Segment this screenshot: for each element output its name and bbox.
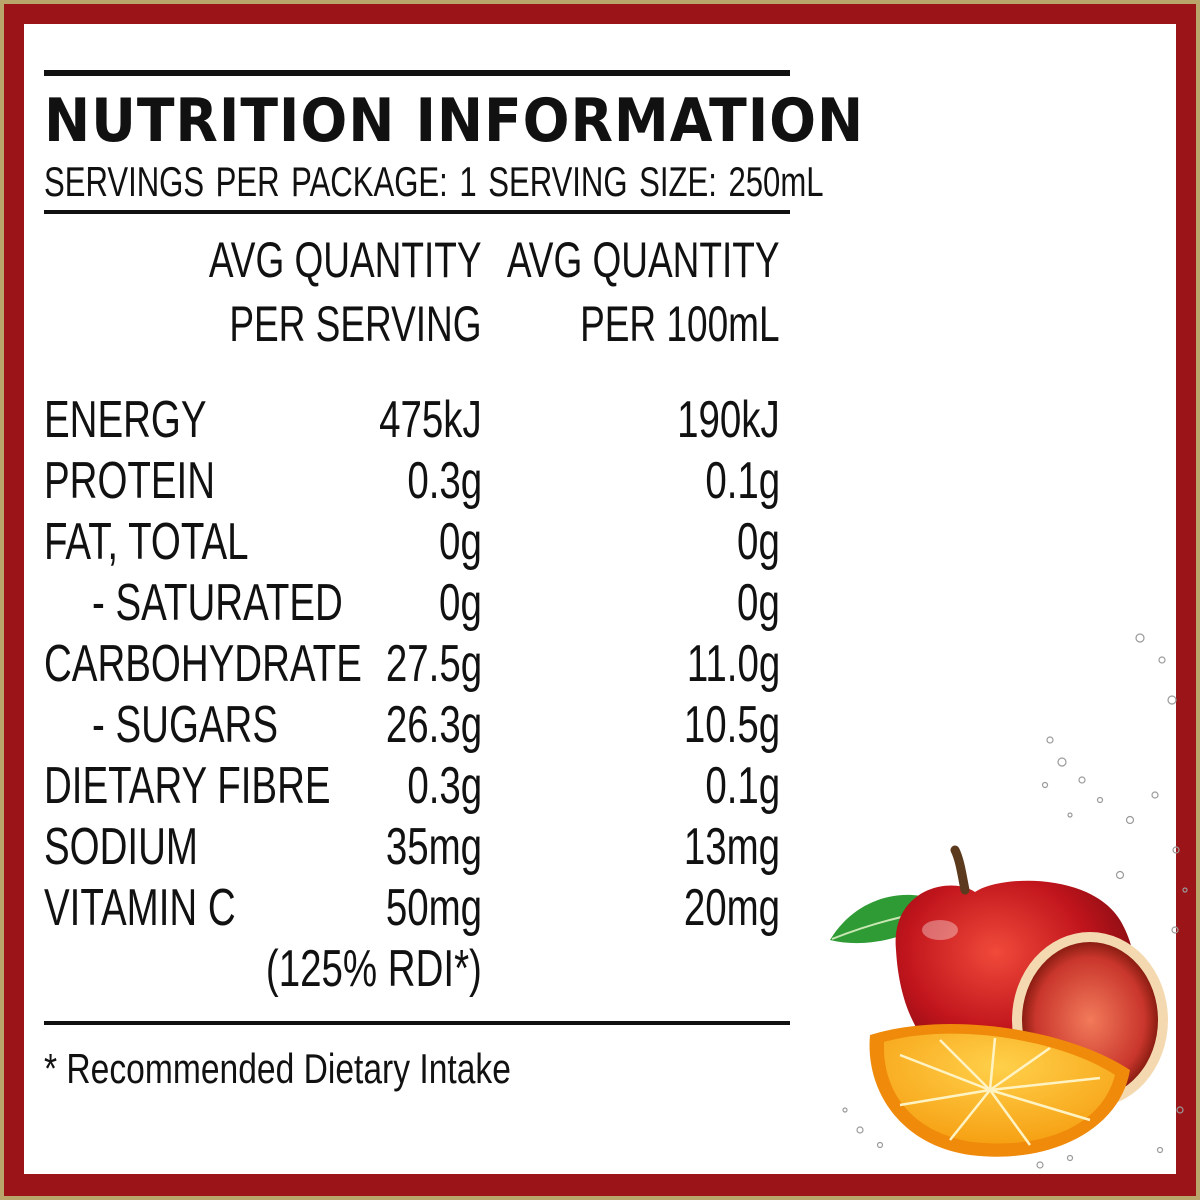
orange-slice-icon bbox=[869, 1023, 1130, 1157]
nutrient-row-fat-total: FAT, TOTAL 0g 0g bbox=[44, 512, 790, 573]
nutrient-row-dietary-fibre: DIETARY FIBRE 0.3g 0.1g bbox=[44, 756, 790, 817]
nutrient-row-vitamin-c: VITAMIN C 50mg 20mg bbox=[44, 878, 790, 939]
per-serving-value: 35mg bbox=[385, 818, 482, 876]
per-100-header-line2: PER 100mL bbox=[580, 296, 780, 352]
nutrient-name: SODIUM bbox=[44, 818, 198, 876]
nutrient-name: - SUGARS bbox=[92, 696, 279, 754]
per-100-header: AVG QUANTITY PER 100mL bbox=[507, 228, 780, 356]
per-100-header-line1: AVG QUANTITY bbox=[507, 232, 780, 288]
nutrient-name: DIETARY FIBRE bbox=[44, 757, 331, 815]
per-serving-header: AVG QUANTITY PER SERVING bbox=[209, 228, 482, 356]
rdi-note-row: (125% RDI*) bbox=[44, 939, 790, 1007]
nutrition-panel: NUTRITION INFORMATION SERVINGS PER PACKA… bbox=[44, 70, 865, 1099]
nutrient-name: VITAMIN C bbox=[44, 879, 236, 937]
per-100-value: 13mg bbox=[683, 818, 780, 876]
nutrient-row-sodium: SODIUM 35mg 13mg bbox=[44, 817, 790, 878]
nutrient-name: - SATURATED bbox=[92, 574, 343, 632]
top-rule bbox=[44, 70, 790, 76]
servings-info: SERVINGS PER PACKAGE: 1 SERVING SIZE: 25… bbox=[44, 158, 824, 205]
per-serving-value: 475kJ bbox=[379, 391, 482, 449]
nutrient-row-saturated: - SATURATED 0g 0g bbox=[44, 573, 790, 634]
per-serving-header-line1: AVG QUANTITY bbox=[209, 232, 482, 288]
per-100-value: 0.1g bbox=[705, 452, 780, 510]
per-serving-header-line2: PER SERVING bbox=[229, 296, 482, 352]
per-100-value: 190kJ bbox=[677, 391, 780, 449]
fruit-illustration bbox=[830, 633, 1188, 1169]
per-serving-value: 0.3g bbox=[407, 757, 482, 815]
per-serving-value: 27.5g bbox=[385, 635, 482, 693]
nutrient-row-energy: ENERGY 475kJ 190kJ bbox=[44, 390, 790, 451]
nutrient-row-carbohydrate: CARBOHYDRATE 27.5g 11.0g bbox=[44, 634, 790, 695]
column-headers: AVG QUANTITY PER SERVING AVG QUANTITY PE… bbox=[44, 228, 790, 368]
per-100-value: 0g bbox=[737, 574, 780, 632]
nutrient-row-protein: PROTEIN 0.3g 0.1g bbox=[44, 451, 790, 512]
nutrient-name: PROTEIN bbox=[44, 452, 216, 510]
rdi-note: (125% RDI*) bbox=[266, 940, 482, 998]
nutrient-name: CARBOHYDRATE bbox=[44, 635, 362, 693]
per-serving-value: 50mg bbox=[385, 879, 482, 937]
per-100-value: 11.0g bbox=[686, 635, 780, 693]
nutrient-row-sugars: - SUGARS 26.3g 10.5g bbox=[44, 695, 790, 756]
per-serving-value: 0g bbox=[439, 513, 482, 571]
nutrient-table: ENERGY 475kJ 190kJ PROTEIN 0.3g 0.1g FAT… bbox=[44, 390, 790, 1007]
footnote: * Recommended Dietary Intake bbox=[44, 1045, 511, 1092]
per-100-value: 20mg bbox=[683, 879, 780, 937]
per-serving-value: 0.3g bbox=[407, 452, 482, 510]
per-serving-value: 26.3g bbox=[385, 696, 482, 754]
per-100-value: 0g bbox=[737, 513, 780, 571]
per-100-value: 10.5g bbox=[683, 696, 780, 754]
per-serving-value: 0g bbox=[439, 574, 482, 632]
nutrient-name: ENERGY bbox=[44, 391, 207, 449]
bubbles-icon bbox=[842, 633, 1188, 1169]
nutrient-name: FAT, TOTAL bbox=[44, 513, 249, 571]
nutrition-title: NUTRITION INFORMATION bbox=[44, 86, 865, 156]
header-rule bbox=[44, 210, 790, 214]
per-100-value: 0.1g bbox=[705, 757, 780, 815]
bottom-rule bbox=[44, 1021, 790, 1025]
